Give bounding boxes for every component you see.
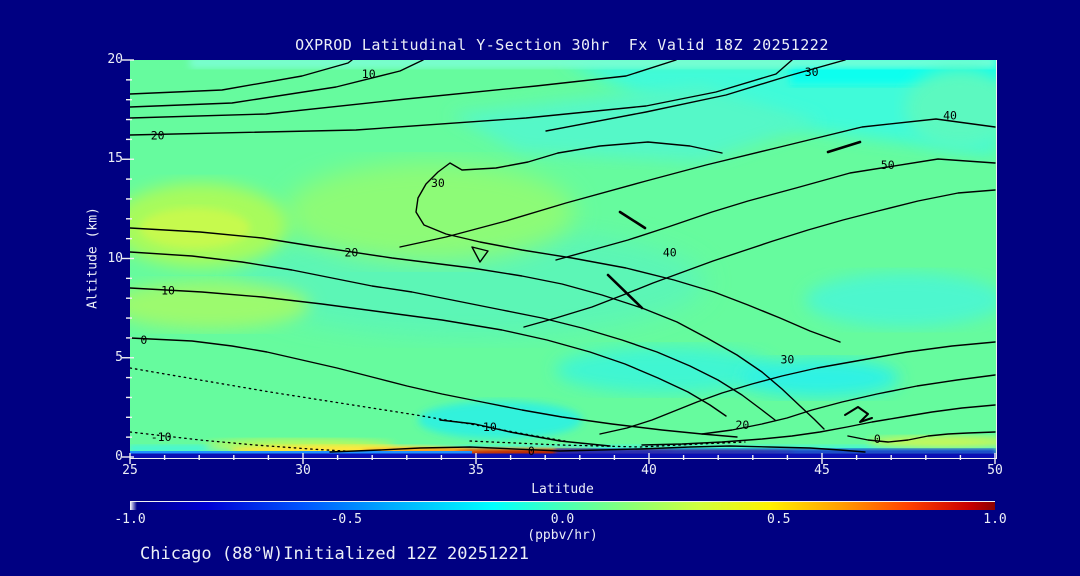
x-tick-label: 25 bbox=[122, 463, 138, 478]
footer-caption: Chicago (88°W)Initialized 12Z 20251221 bbox=[140, 544, 529, 564]
x-axis-label: Latitude bbox=[531, 482, 594, 497]
colorbar-tick-label: -0.5 bbox=[330, 512, 362, 527]
colorbar-tick-label: 1.0 bbox=[983, 512, 1007, 527]
contour-level-labels: 10 20 30 40 50 30 40 20 10 0 30 20 10 0 0 -10 bbox=[140, 65, 957, 458]
page-title: OXPROD Latitudinal Y-Section 30hr Fx Val… bbox=[295, 36, 829, 54]
contour-label: 20 bbox=[345, 246, 359, 260]
contour-label: 10 bbox=[362, 67, 376, 81]
colorbar-units-label: (ppbv/hr) bbox=[527, 528, 598, 543]
y-tick-label: 0 bbox=[115, 449, 123, 464]
contour-label: 0 bbox=[528, 444, 535, 458]
contour-label: 30 bbox=[805, 65, 819, 79]
y-tick-label: 5 bbox=[115, 349, 123, 365]
contour-label: 10 bbox=[161, 283, 175, 297]
x-tick-label: 45 bbox=[814, 463, 830, 478]
filled-contour-field bbox=[130, 60, 996, 458]
colorbar bbox=[130, 501, 995, 510]
contour-label: 0 bbox=[874, 432, 881, 446]
colorbar-tick-label: -1.0 bbox=[114, 512, 146, 527]
colorbar-tick-label: 0.5 bbox=[767, 512, 791, 527]
y-tick-label: 10 bbox=[107, 250, 123, 266]
x-tick-label: 50 bbox=[987, 463, 1003, 478]
contour-label: 10 bbox=[483, 420, 497, 434]
contour-label: 20 bbox=[151, 128, 165, 142]
contour-label: 40 bbox=[943, 109, 957, 123]
contour-label: -10 bbox=[151, 430, 172, 444]
contour-label: 30 bbox=[431, 176, 445, 190]
colorbar-tick-label: 0.0 bbox=[550, 512, 575, 527]
y-tick-label: 20 bbox=[107, 52, 123, 67]
contour-label: 20 bbox=[735, 418, 749, 432]
axis-ticks bbox=[122, 59, 996, 464]
x-tick-label: 40 bbox=[641, 463, 657, 478]
negative-contour-lines bbox=[130, 367, 746, 452]
contour-label: 0 bbox=[140, 333, 147, 347]
contour-label: 40 bbox=[663, 246, 677, 260]
contour-label: 50 bbox=[881, 158, 895, 172]
y-tick-label: 15 bbox=[107, 151, 123, 167]
contour-label: 30 bbox=[780, 353, 794, 367]
contour-lines bbox=[130, 60, 996, 453]
x-tick-label: 30 bbox=[295, 463, 311, 478]
x-tick-label: 35 bbox=[468, 463, 484, 478]
